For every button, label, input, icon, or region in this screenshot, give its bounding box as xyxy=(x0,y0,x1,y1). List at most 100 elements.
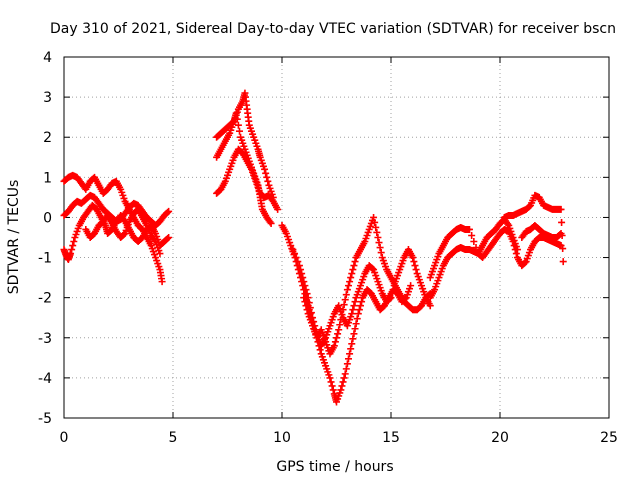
data-point xyxy=(158,278,166,286)
data-point xyxy=(120,216,128,224)
data-point xyxy=(341,296,349,304)
data-point xyxy=(347,274,355,282)
data-point xyxy=(342,365,350,373)
data-point xyxy=(511,246,519,254)
y-tick-label: -3 xyxy=(38,331,52,347)
data-point xyxy=(348,340,356,348)
y-tick-label: -1 xyxy=(38,251,52,267)
data-point xyxy=(334,330,342,338)
data-point xyxy=(150,236,158,244)
data-point xyxy=(327,378,335,386)
data-point xyxy=(386,295,394,303)
data-point xyxy=(292,254,300,262)
data-point xyxy=(521,259,529,267)
data-point xyxy=(510,242,518,250)
data-point xyxy=(339,306,347,314)
data-point xyxy=(328,382,336,390)
data-point xyxy=(297,266,305,274)
x-tick-label: 0 xyxy=(60,430,69,446)
y-tick-label: 1 xyxy=(43,170,52,186)
data-point xyxy=(351,258,359,266)
data-point xyxy=(299,274,307,282)
data-point xyxy=(235,127,243,135)
data-point xyxy=(349,335,357,343)
data-point xyxy=(346,278,354,286)
data-points xyxy=(60,89,567,406)
data-point xyxy=(350,302,358,310)
data-point xyxy=(341,370,349,378)
data-point xyxy=(267,219,275,227)
x-tick-label: 20 xyxy=(491,430,509,446)
data-point xyxy=(368,265,376,273)
data-point xyxy=(509,238,517,246)
x-tick-labels: 0 5 10 15 20 25 xyxy=(60,430,618,446)
data-point xyxy=(375,239,383,247)
data-point xyxy=(409,254,417,262)
data-point xyxy=(355,306,363,314)
data-point xyxy=(329,386,337,394)
y-tick-label: -5 xyxy=(38,411,52,427)
data-point xyxy=(351,298,359,306)
data-point xyxy=(165,234,173,241)
data-point xyxy=(348,310,356,318)
y-tick-label: 4 xyxy=(43,50,52,66)
data-point xyxy=(331,338,339,346)
data-point xyxy=(344,282,352,290)
data-point xyxy=(294,258,302,266)
data-point xyxy=(120,230,128,238)
data-point xyxy=(233,115,241,123)
data-point xyxy=(343,360,351,368)
data-point xyxy=(557,205,565,213)
data-point xyxy=(411,262,419,270)
data-point xyxy=(465,225,473,233)
chart-title: Day 310 of 2021, Sidereal Day-to-day VTE… xyxy=(50,21,616,37)
data-point xyxy=(269,193,277,201)
data-point xyxy=(374,234,382,241)
data-point xyxy=(264,177,272,185)
data-point xyxy=(426,302,434,310)
plot-frame xyxy=(63,56,610,419)
data-point xyxy=(376,244,384,252)
data-point xyxy=(353,315,361,323)
data-point xyxy=(326,374,334,382)
data-point xyxy=(261,165,269,173)
y-tick-label: -4 xyxy=(38,371,52,387)
data-point xyxy=(302,286,310,294)
data-point xyxy=(335,326,343,334)
y-tick-label: 2 xyxy=(43,130,52,146)
data-point xyxy=(338,311,346,319)
data-point xyxy=(412,266,420,274)
data-point xyxy=(156,250,164,258)
data-point xyxy=(69,242,77,250)
data-point xyxy=(557,229,565,237)
data-point xyxy=(289,246,297,254)
data-point xyxy=(377,249,385,257)
data-point xyxy=(373,228,381,236)
x-axis-label: GPS time / hours xyxy=(276,459,393,475)
data-point xyxy=(470,238,478,246)
data-point xyxy=(349,266,357,274)
data-point xyxy=(342,291,350,299)
data-point xyxy=(347,345,355,353)
data-point xyxy=(295,262,303,270)
data-point xyxy=(340,374,348,382)
y-tick-label: 0 xyxy=(43,210,52,226)
data-point xyxy=(232,109,240,117)
data-point xyxy=(298,270,306,278)
data-point xyxy=(303,290,311,298)
x-tick-label: 10 xyxy=(273,430,291,446)
data-point xyxy=(164,208,172,216)
data-point xyxy=(558,218,566,226)
data-point xyxy=(68,246,76,254)
data-point xyxy=(336,321,344,329)
data-point xyxy=(343,286,351,294)
data-point xyxy=(344,355,352,363)
data-point xyxy=(387,294,395,302)
data-point xyxy=(303,306,311,314)
data-point xyxy=(263,173,271,181)
x-tick-label: 5 xyxy=(169,430,178,446)
y-tick-labels: -5 -4 -3 -2 -1 0 1 2 3 4 xyxy=(38,50,52,427)
data-point xyxy=(337,386,345,394)
data-point xyxy=(356,302,364,310)
